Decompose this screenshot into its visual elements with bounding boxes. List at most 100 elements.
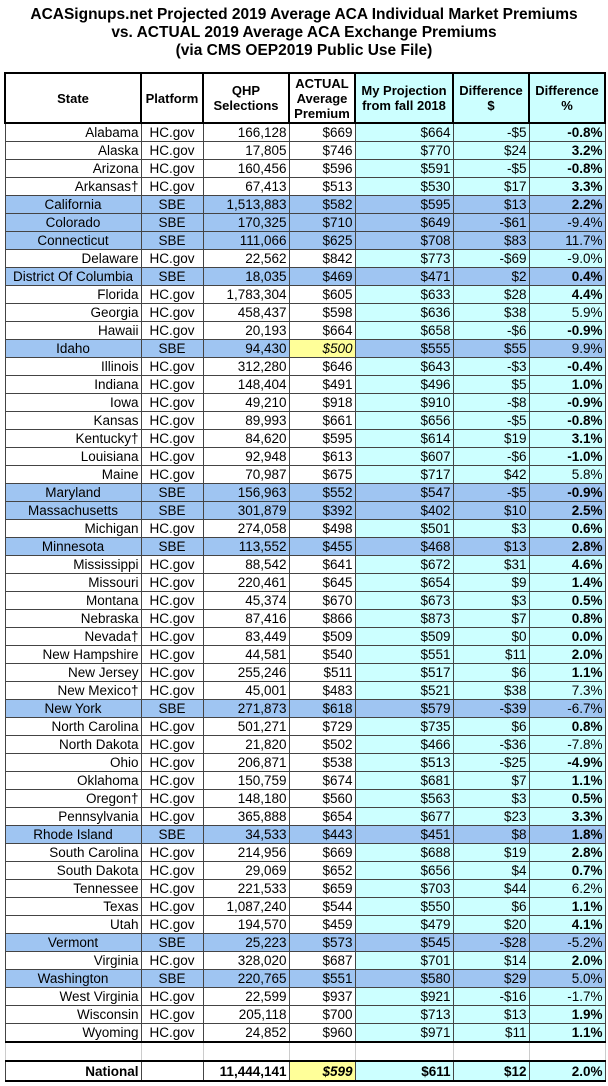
cell-actual: $483 <box>288 681 356 700</box>
cell-diff-dollar: $3 <box>452 789 530 808</box>
cell-projection: $688 <box>354 843 454 862</box>
cell-qhp: 70,987 <box>202 465 290 484</box>
national-platform <box>140 1060 204 1082</box>
cell-platform: SBE <box>140 537 204 556</box>
cell-diff-dollar: $6 <box>452 663 530 682</box>
table-row: Wisconsin HC.gov 205,118 $700 $713 $13 1.9% <box>4 1005 606 1024</box>
cell-diff-pct: 7.3% <box>528 681 606 700</box>
cell-actual: $513 <box>288 177 356 196</box>
cell-qhp: 25,223 <box>202 933 290 952</box>
table-row: Rhode Island SBE 34,533 $443 $451 $8 1.8% <box>4 825 606 844</box>
table-row: Nebraska HC.gov 87,416 $866 $873 $7 0.8% <box>4 609 606 628</box>
cell-diff-dollar: $10 <box>452 501 530 520</box>
cell-projection: $681 <box>354 771 454 790</box>
header-platform: Platform <box>140 72 204 124</box>
cell-state: North Dakota <box>4 735 142 754</box>
cell-state: Arkansas† <box>4 177 142 196</box>
cell-platform: HC.gov <box>140 879 204 898</box>
cell-qhp: 94,430 <box>202 339 290 358</box>
cell-qhp: 87,416 <box>202 609 290 628</box>
cell-platform: SBE <box>140 933 204 952</box>
cell-projection: $607 <box>354 447 454 466</box>
cell-state: Illinois <box>4 357 142 376</box>
cell-projection: $735 <box>354 717 454 736</box>
cell-state: New Jersey <box>4 663 142 682</box>
table-row: Alabama HC.gov 166,128 $669 $664 -$5 -0.8% <box>4 122 606 142</box>
cell-diff-dollar: $8 <box>452 825 530 844</box>
cell-diff-dollar: -$6 <box>452 321 530 340</box>
cell-qhp: 92,948 <box>202 447 290 466</box>
cell-diff-pct: 2.8% <box>528 843 606 862</box>
cell-diff-dollar: -$61 <box>452 213 530 232</box>
cell-diff-pct: -7.8% <box>528 735 606 754</box>
cell-qhp: 111,066 <box>202 231 290 250</box>
cell-platform: HC.gov <box>140 735 204 754</box>
cell-actual: $455 <box>288 537 356 556</box>
cell-platform: HC.gov <box>140 897 204 916</box>
cell-diff-dollar: $7 <box>452 609 530 628</box>
cell-qhp: 221,533 <box>202 879 290 898</box>
cell-diff-dollar: $11 <box>452 645 530 664</box>
cell-state: Iowa <box>4 393 142 412</box>
table-row: North Carolina HC.gov 501,271 $729 $735 $6 0.8… <box>4 717 606 736</box>
table-row: Ohio HC.gov 206,871 $538 $513 -$25 -4.9% <box>4 753 606 772</box>
cell-actual: $551 <box>288 969 356 988</box>
table-row: District Of Columbia SBE 18,035 $469 $471 $2 0… <box>4 267 606 286</box>
cell-diff-dollar: -$69 <box>452 249 530 268</box>
cell-platform: HC.gov <box>140 807 204 826</box>
cell-qhp: 20,193 <box>202 321 290 340</box>
cell-qhp: 271,873 <box>202 699 290 718</box>
cell-qhp: 206,871 <box>202 753 290 772</box>
table-row: Tennessee HC.gov 221,533 $659 $703 $44 6.2% <box>4 879 606 898</box>
cell-qhp: 22,562 <box>202 249 290 268</box>
cell-projection: $479 <box>354 915 454 934</box>
header-row: State Platform QHP Selections ACTUAL Ave… <box>4 72 606 124</box>
cell-diff-dollar: $31 <box>452 555 530 574</box>
cell-diff-pct: 3.3% <box>528 177 606 196</box>
cell-state: Delaware <box>4 249 142 268</box>
cell-state: Oklahoma <box>4 771 142 790</box>
cell-projection: $643 <box>354 357 454 376</box>
cell-qhp: 34,533 <box>202 825 290 844</box>
cell-platform: HC.gov <box>140 1005 204 1024</box>
cell-diff-dollar: $7 <box>452 771 530 790</box>
cell-diff-pct: -0.8% <box>528 122 606 142</box>
cell-platform: HC.gov <box>140 555 204 574</box>
cell-actual: $596 <box>288 159 356 178</box>
cell-platform: HC.gov <box>140 411 204 430</box>
cell-projection: $563 <box>354 789 454 808</box>
cell-state: Kansas <box>4 411 142 430</box>
cell-qhp: 45,374 <box>202 591 290 610</box>
table-row: Hawaii HC.gov 20,193 $664 $658 -$6 -0.9% <box>4 321 606 340</box>
cell-state: Utah <box>4 915 142 934</box>
table-row: Michigan HC.gov 274,058 $498 $501 $3 0.6% <box>4 519 606 538</box>
table-row: North Dakota HC.gov 21,820 $502 $466 -$36 -7.8… <box>4 735 606 754</box>
cell-projection: $595 <box>354 195 454 214</box>
table-row: Washington SBE 220,765 $551 $580 $29 5.0% <box>4 969 606 988</box>
cell-projection: $654 <box>354 573 454 592</box>
cell-actual: $500 <box>288 339 356 358</box>
cell-diff-pct: 1.8% <box>528 825 606 844</box>
cell-actual: $842 <box>288 249 356 268</box>
cell-diff-dollar: $0 <box>452 627 530 646</box>
cell-state: Wisconsin <box>4 1005 142 1024</box>
cell-platform: HC.gov <box>140 681 204 700</box>
cell-projection: $770 <box>354 141 454 160</box>
cell-platform: HC.gov <box>140 122 204 142</box>
cell-diff-dollar: $3 <box>452 591 530 610</box>
cell-diff-dollar: $13 <box>452 195 530 214</box>
cell-diff-dollar: -$28 <box>452 933 530 952</box>
cell-actual: $641 <box>288 555 356 574</box>
table-row: Connecticut SBE 111,066 $625 $708 $83 11.7% <box>4 231 606 250</box>
cell-platform: SBE <box>140 231 204 250</box>
cell-diff-dollar: $19 <box>452 429 530 448</box>
cell-diff-pct: -0.4% <box>528 357 606 376</box>
cell-qhp: 156,963 <box>202 483 290 502</box>
cell-qhp: 49,210 <box>202 393 290 412</box>
cell-projection: $673 <box>354 591 454 610</box>
cell-projection: $672 <box>354 555 454 574</box>
cell-diff-dollar: $24 <box>452 141 530 160</box>
cell-actual: $538 <box>288 753 356 772</box>
table-row: South Dakota HC.gov 29,069 $652 $656 $4 0.7% <box>4 861 606 880</box>
cell-diff-pct: -9.4% <box>528 213 606 232</box>
